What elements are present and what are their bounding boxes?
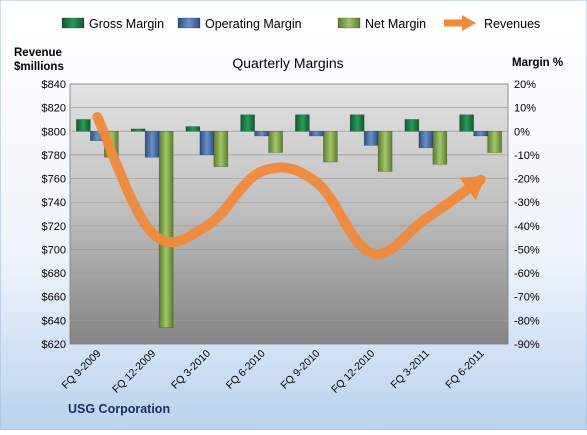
right-tick-label: -50% xyxy=(514,244,540,256)
legend-label: Net Margin xyxy=(365,17,426,31)
legend-swatch xyxy=(177,17,201,29)
legend-label: Operating Margin xyxy=(205,17,302,31)
gross-margin-bar xyxy=(76,119,91,132)
right-tick-label: 10% xyxy=(514,103,536,115)
revenue-arrowhead xyxy=(459,176,486,201)
gross-margin-bar xyxy=(459,114,474,132)
left-tick-label: $620 xyxy=(42,339,66,351)
legend-swatch xyxy=(61,17,85,29)
right-tick-label: -10% xyxy=(514,150,540,162)
right-tick-label: 20% xyxy=(514,79,536,91)
footer-company-name: USG Corporation xyxy=(68,402,170,416)
net-margin-bar xyxy=(268,131,283,153)
operating-margin-bar xyxy=(473,131,488,137)
left-tick-label: $700 xyxy=(42,244,66,256)
legend-swatch-arrow xyxy=(462,15,476,31)
left-tick-label: $680 xyxy=(42,268,66,280)
right-tick-label: -30% xyxy=(514,197,540,209)
left-tick-label: $640 xyxy=(42,315,66,327)
left-tick-label: $800 xyxy=(42,126,66,138)
net-margin-bar xyxy=(377,131,393,172)
legend-label: Gross Margin xyxy=(89,17,164,31)
revenue-point xyxy=(205,224,209,228)
net-margin-bar xyxy=(487,131,502,153)
operating-margin-bar xyxy=(199,131,215,156)
right-axis-title: Margin % xyxy=(512,57,563,69)
left-tick-label: $660 xyxy=(42,292,66,304)
net-margin-bar xyxy=(158,131,174,328)
revenue-line xyxy=(92,112,486,259)
left-tick-label: $780 xyxy=(42,150,66,162)
revenue-point xyxy=(95,115,99,119)
left-tick-label: $720 xyxy=(42,221,66,233)
right-tick-label: -80% xyxy=(514,315,540,327)
legend-label: Revenues xyxy=(484,17,540,31)
net-margin-bar xyxy=(213,131,229,167)
revenue-point xyxy=(150,231,154,235)
gross-margin-bar xyxy=(130,128,146,132)
gross-margin-bar xyxy=(404,119,420,132)
revenue-point xyxy=(369,251,373,255)
gross-margin-bar xyxy=(240,114,255,132)
operating-margin-bar xyxy=(309,131,324,137)
operating-margin-bar xyxy=(418,131,434,149)
legend-swatch xyxy=(337,17,361,29)
revenue-point xyxy=(314,180,318,184)
operating-margin-bar xyxy=(254,131,269,137)
revenue-point xyxy=(260,169,264,173)
net-margin-bar xyxy=(432,131,448,165)
net-margin-bar xyxy=(323,131,338,163)
gross-margin-bar xyxy=(185,126,201,132)
right-tick-label: -60% xyxy=(514,268,540,280)
gross-margin-bar xyxy=(295,114,310,132)
left-tick-label: $760 xyxy=(42,174,66,186)
left-tick-label: $740 xyxy=(42,197,66,209)
left-tick-label: $840 xyxy=(42,79,66,91)
operating-margin-bar xyxy=(144,131,160,158)
right-tick-label: 0% xyxy=(514,126,530,138)
left-axis-title-line2: $millions xyxy=(14,61,64,73)
revenue-line-series xyxy=(92,112,486,259)
left-axis-title-line1: Revenue xyxy=(14,47,62,59)
right-tick-label: -90% xyxy=(514,339,540,351)
right-tick-label: -40% xyxy=(514,221,540,233)
revenue-point xyxy=(479,178,483,182)
gross-margin-bar xyxy=(349,114,365,132)
revenue-point xyxy=(424,217,428,221)
legend: Gross Margin Operating Margin Net Margin Re… xyxy=(61,15,540,31)
right-tick-label: -20% xyxy=(514,174,540,186)
left-tick-label: $820 xyxy=(42,103,66,115)
operating-margin-bar xyxy=(363,131,379,146)
chart-title: Quarterly Margins xyxy=(232,55,343,71)
right-tick-label: -70% xyxy=(514,292,540,304)
